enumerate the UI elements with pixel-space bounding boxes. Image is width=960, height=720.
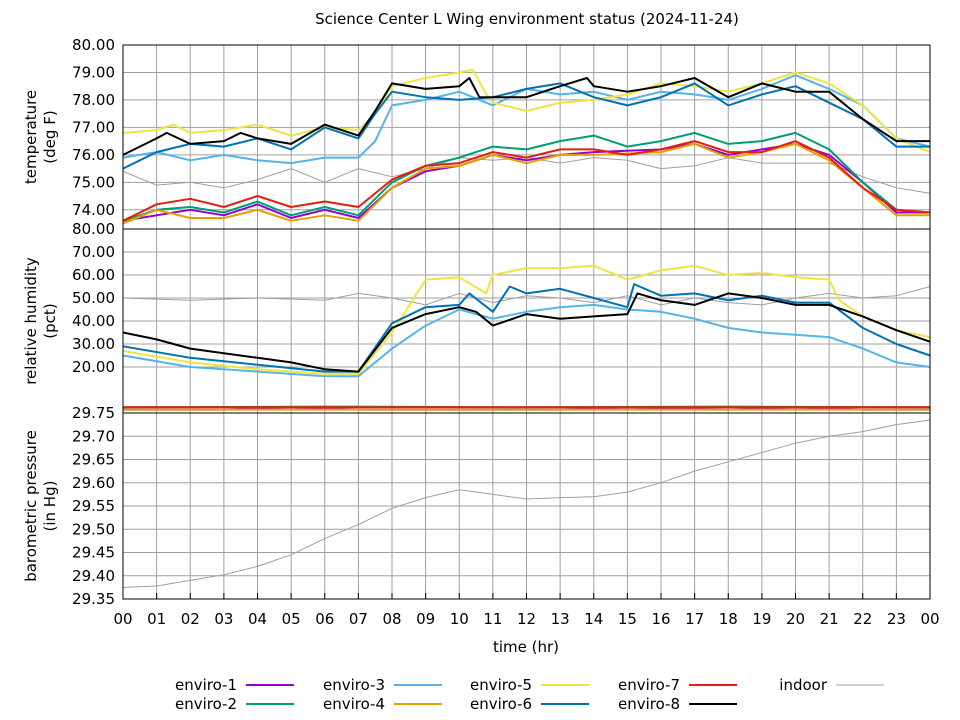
legend-item-enviro-7: enviro-7 <box>618 676 737 694</box>
legend-label: enviro-6 <box>470 695 532 713</box>
x-tick-label: 06 <box>315 610 334 628</box>
legend-item-enviro-1: enviro-1 <box>175 676 294 694</box>
series-line-enviro-8 <box>122 292 931 373</box>
x-tick-label: 20 <box>786 610 805 628</box>
series-line-enviro-2 <box>122 131 931 222</box>
x-axis-label: time (hr) <box>493 638 559 656</box>
chart-title: Science Center L Wing environment status… <box>315 10 739 28</box>
y-tick-label: 50.00 <box>72 289 115 307</box>
panel-temperature: 74.00 75.00 76.00 77.00 78.00 79.00 80.00 tempe… <box>22 36 931 230</box>
legend-item-enviro-4: enviro-4 <box>323 695 442 713</box>
y-tick-label: 79.00 <box>72 63 115 81</box>
y-tick-label: 80.00 <box>72 220 115 238</box>
y-tick-label: 29.75 <box>72 404 115 422</box>
x-tick-label: 02 <box>181 610 200 628</box>
x-tick-label: 07 <box>349 610 368 628</box>
y-tick-label: 29.60 <box>72 474 115 492</box>
y-axis-label: (deg F) <box>41 110 59 163</box>
x-tick-label: 23 <box>887 610 906 628</box>
legend-label: enviro-2 <box>175 695 237 713</box>
y-axis-label: relative humidity <box>22 257 40 385</box>
y-tick-label: 29.65 <box>72 451 115 469</box>
x-tick-label: 15 <box>618 610 637 628</box>
y-tick-label: 29.55 <box>72 497 115 515</box>
legend-item-enviro-5: enviro-5 <box>470 676 589 694</box>
legend-label: enviro-8 <box>618 695 680 713</box>
x-axis: 00 01 02 03 04 05 06 07 08 09 10 11 12 13 14 15 16 17 18 19… <box>113 593 940 628</box>
y-tick-label: 76.00 <box>72 146 115 164</box>
y-axis-label: temperature <box>22 90 40 184</box>
x-tick-label: 03 <box>214 610 233 628</box>
x-tick-label: 00 <box>920 610 939 628</box>
y-axis-label: (pct) <box>41 303 59 338</box>
series-line-enviro-5 <box>122 68 931 154</box>
x-tick-label: 19 <box>752 610 771 628</box>
series-line-enviro-4 <box>122 142 930 225</box>
y-tick-label: 40.00 <box>72 312 115 330</box>
legend-label: enviro-4 <box>323 695 385 713</box>
y-tick-label: 78.00 <box>72 91 115 109</box>
y-tick-label: 77.00 <box>72 118 115 136</box>
legend-item-enviro-3: enviro-3 <box>323 676 442 694</box>
series-line-indoor <box>122 286 931 306</box>
y-tick-label: 30.00 <box>72 335 115 353</box>
x-tick-label: 08 <box>382 610 401 628</box>
series-line-enviro-5 <box>122 264 931 375</box>
legend-label: enviro-3 <box>323 676 385 694</box>
y-tick-label: 20.00 <box>72 358 115 376</box>
x-tick-label: 12 <box>517 610 536 628</box>
x-tick-label: 04 <box>248 610 267 628</box>
legend-label: enviro-1 <box>175 676 237 694</box>
legend-label: enviro-5 <box>470 676 532 694</box>
y-tick-label: 80.00 <box>72 36 115 54</box>
y-tick-label: 29.40 <box>72 567 115 585</box>
x-tick-label: 05 <box>282 610 301 628</box>
series-line-indoor <box>122 419 931 588</box>
y-axis-label: barometric pressure <box>22 430 40 582</box>
y-axis-label: (in Hg) <box>41 481 59 532</box>
x-tick-label: 16 <box>651 610 670 628</box>
legend-item-enviro-6: enviro-6 <box>470 695 589 713</box>
panel-humidity: 20.00 30.00 40.00 50.00 60.00 70.00 80.00 relat… <box>22 220 931 414</box>
legend-label: indoor <box>779 676 828 694</box>
x-tick-label: 10 <box>450 610 469 628</box>
x-tick-label: 18 <box>719 610 738 628</box>
x-tick-label: 09 <box>416 610 435 628</box>
series-line-enviro-7 <box>122 140 931 222</box>
legend-label: enviro-7 <box>618 676 680 694</box>
y-tick-label: 29.45 <box>72 544 115 562</box>
x-tick-label: 14 <box>584 610 603 628</box>
legend-item-enviro-8: enviro-8 <box>618 695 737 713</box>
y-tick-label: 29.35 <box>72 590 115 608</box>
y-tick-label: 29.50 <box>72 520 115 538</box>
legend-item-enviro-2: enviro-2 <box>175 695 294 713</box>
x-tick-label: 13 <box>551 610 570 628</box>
y-tick-label: 29.70 <box>72 427 115 445</box>
y-tick-label: 70.00 <box>72 243 115 261</box>
series-line-enviro-8 <box>122 77 930 156</box>
y-tick-label: 74.00 <box>72 201 115 219</box>
legend-item-indoor: indoor <box>779 676 884 694</box>
x-tick-label: 00 <box>113 610 132 628</box>
series-line-enviro-3 <box>122 303 931 378</box>
x-tick-label: 21 <box>820 610 839 628</box>
series-line-enviro-1 <box>123 406 930 411</box>
panel-pressure: 29.35 29.40 29.45 29.50 29.55 29.60 29.65 29.70… <box>22 404 931 608</box>
x-tick-label: 11 <box>483 610 502 628</box>
x-tick-label: 22 <box>853 610 872 628</box>
x-tick-label: 01 <box>147 610 166 628</box>
x-tick-label: 17 <box>685 610 704 628</box>
y-tick-label: 60.00 <box>72 266 115 284</box>
y-tick-label: 75.00 <box>72 173 115 191</box>
chart-panels: 74.00 75.00 76.00 77.00 78.00 79.00 80.00 tempe… <box>22 36 940 628</box>
